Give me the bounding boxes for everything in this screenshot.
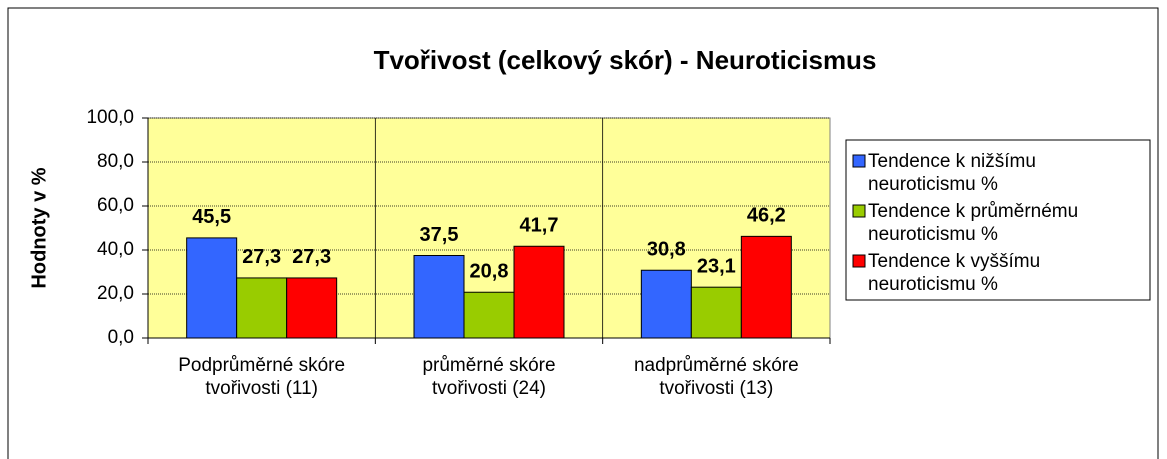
legend-swatch: [852, 154, 866, 168]
bar: [413, 255, 465, 339]
data-label: 41,7: [520, 215, 559, 237]
y-tick-label: 60,0: [97, 195, 134, 216]
bar: [640, 269, 692, 339]
x-tick-label: Podprůměrné skóre tvořivosti (11): [178, 355, 346, 399]
data-label: 45,5: [192, 206, 231, 228]
y-tick-label: 80,0: [97, 151, 134, 172]
data-label: 37,5: [420, 224, 459, 246]
data-label: 30,8: [647, 239, 686, 261]
y-tick-label: 100,0: [86, 107, 134, 128]
data-label: 27,3: [242, 246, 281, 268]
y-tick-label: 20,0: [97, 283, 134, 304]
legend-swatch: [852, 254, 866, 268]
legend-label: Tendence k průměrnému neuroticismu %: [868, 201, 1079, 245]
data-label: 20,8: [470, 261, 509, 283]
data-label: 46,2: [747, 205, 786, 227]
bar: [236, 277, 288, 339]
legend-swatch: [852, 204, 866, 218]
legend-box: [845, 139, 1151, 301]
bar: [690, 286, 742, 339]
y-axis-title: Hodnoty v %: [28, 167, 50, 288]
legend-label: Tendence k nižšímu neuroticismu %: [868, 151, 1036, 195]
bar: [286, 277, 338, 339]
legend-label: Tendence k vyššímu neuroticismu %: [868, 251, 1041, 295]
bar: [513, 245, 565, 339]
bar: [463, 291, 515, 339]
data-label: 27,3: [292, 246, 331, 268]
data-label: 23,1: [697, 255, 736, 277]
bar: [740, 235, 792, 339]
chart-title: Tvořivost (celkový skór) - Neuroticismus: [374, 45, 877, 75]
y-tick-label: 40,0: [97, 239, 134, 260]
x-tick-label: průměrné skóre tvořivosti (24): [422, 355, 556, 399]
y-tick-label: 0,0: [108, 327, 134, 348]
x-tick-label: nadprůměrné skóre tvořivosti (13): [633, 355, 799, 399]
bar: [186, 237, 238, 339]
